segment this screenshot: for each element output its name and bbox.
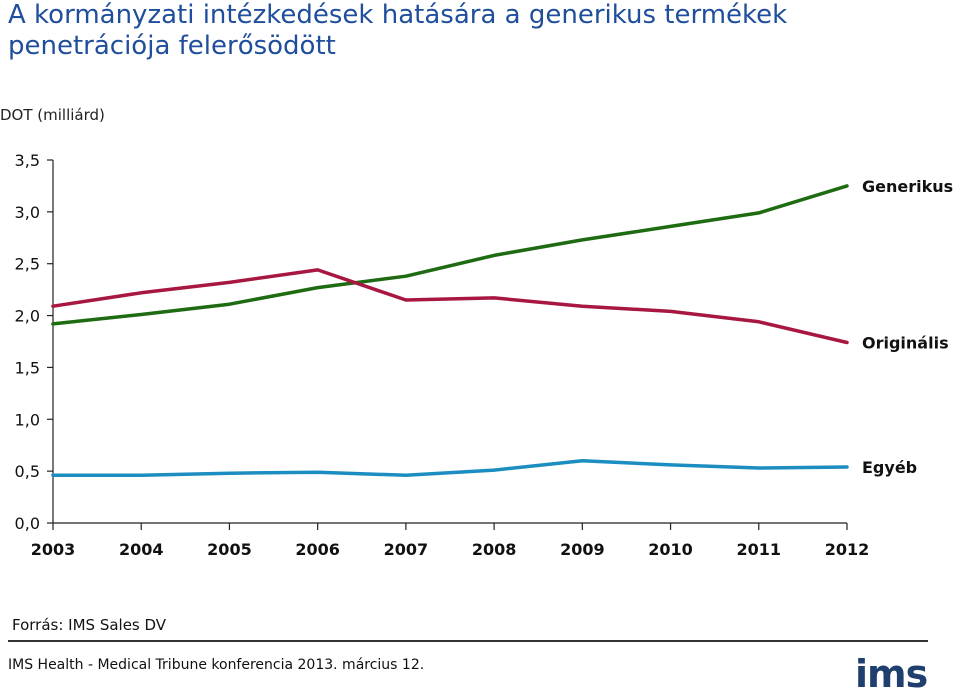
source-note: Forrás: IMS Sales DV [12, 616, 166, 634]
y-ticks: 0,0 0,5 1,0 1,5 2,0 2,5 3,0 3,5 [15, 151, 53, 533]
x-tick-label: 2005 [207, 540, 252, 559]
y-tick-label: 1,5 [15, 358, 40, 377]
x-tick-label: 2008 [472, 540, 517, 559]
x-tick-label: 2004 [119, 540, 164, 559]
footer-divider [8, 640, 928, 642]
y-tick-label: 0,0 [15, 514, 40, 533]
series-label-generikus: Generikus [862, 177, 953, 196]
series-line-egyeb [53, 461, 847, 476]
y-tick-label: 3,0 [15, 203, 40, 222]
footer-text: IMS Health - Medical Tribune konferencia… [8, 657, 424, 673]
y-tick-label: 2,0 [15, 307, 40, 326]
series-lines [53, 186, 847, 476]
series-line-originalis [53, 270, 847, 343]
y-tick-label: 2,5 [15, 255, 40, 274]
x-tick-label: 2010 [648, 540, 693, 559]
series-label-egyeb: Egyéb [862, 458, 917, 477]
y-tick-label: 1,0 [15, 410, 40, 429]
ims-logo-text: ims [855, 652, 927, 696]
x-tick-label: 2007 [384, 540, 429, 559]
ims-logo: ims [855, 652, 927, 696]
x-ticks: 2003 2004 2005 2006 2007 2008 2009 2010 2011 2012 [31, 523, 870, 559]
series-labels: Generikus Originális Egyéb [862, 177, 953, 477]
x-tick-label: 2011 [737, 540, 782, 559]
x-tick-label: 2009 [560, 540, 605, 559]
series-line-generikus [53, 186, 847, 324]
x-tick-label: 2012 [825, 540, 870, 559]
y-tick-label: 0,5 [15, 462, 40, 481]
x-tick-label: 2006 [295, 540, 340, 559]
series-label-originalis: Originális [862, 334, 949, 353]
x-tick-label: 2003 [31, 540, 76, 559]
y-tick-label: 3,5 [15, 151, 40, 170]
